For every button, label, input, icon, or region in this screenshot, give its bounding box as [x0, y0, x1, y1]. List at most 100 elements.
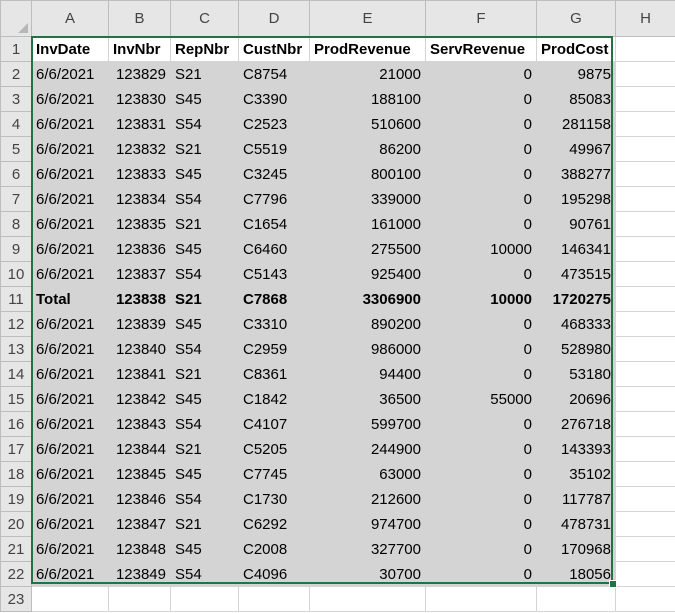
column-label-cell[interactable]: RepNbr	[170, 36, 239, 62]
table-cell[interactable]: 478731	[536, 511, 616, 537]
table-cell[interactable]: 6/6/2021	[31, 536, 109, 562]
table-cell[interactable]: S45	[170, 386, 239, 412]
table-cell[interactable]: Total	[31, 286, 109, 312]
row-header-8[interactable]: 8	[0, 211, 32, 237]
empty-cell[interactable]	[615, 386, 675, 412]
column-header-b[interactable]: B	[108, 0, 171, 37]
column-header-d[interactable]: D	[238, 0, 310, 37]
column-header-c[interactable]: C	[170, 0, 239, 37]
empty-cell[interactable]	[615, 211, 675, 237]
table-cell[interactable]: S45	[170, 311, 239, 337]
table-cell[interactable]: 123843	[108, 411, 171, 437]
column-label-cell[interactable]: InvNbr	[108, 36, 171, 62]
table-cell[interactable]: 0	[425, 261, 537, 287]
table-cell[interactable]: 143393	[536, 436, 616, 462]
empty-cell[interactable]	[615, 436, 675, 462]
table-cell[interactable]: 49967	[536, 136, 616, 162]
table-cell[interactable]: 123838	[108, 286, 171, 312]
column-label-cell[interactable]: ServRevenue	[425, 36, 537, 62]
column-label-cell[interactable]: ProdRevenue	[309, 36, 426, 62]
table-cell[interactable]: 0	[425, 336, 537, 362]
empty-cell[interactable]	[536, 586, 616, 612]
table-cell[interactable]: 339000	[309, 186, 426, 212]
empty-cell[interactable]	[615, 461, 675, 487]
table-cell[interactable]: 6/6/2021	[31, 61, 109, 87]
empty-cell[interactable]	[425, 586, 537, 612]
table-cell[interactable]: 925400	[309, 261, 426, 287]
table-cell[interactable]: C2008	[238, 536, 310, 562]
empty-cell[interactable]	[615, 361, 675, 387]
table-cell[interactable]: 6/6/2021	[31, 411, 109, 437]
empty-cell[interactable]	[170, 586, 239, 612]
table-cell[interactable]: S21	[170, 136, 239, 162]
table-cell[interactable]: 35102	[536, 461, 616, 487]
row-header-4[interactable]: 4	[0, 111, 32, 137]
table-cell[interactable]: S21	[170, 286, 239, 312]
row-header-9[interactable]: 9	[0, 236, 32, 262]
table-cell[interactable]: 0	[425, 61, 537, 87]
empty-cell[interactable]	[31, 586, 109, 612]
table-cell[interactable]: 0	[425, 486, 537, 512]
column-header-f[interactable]: F	[425, 0, 537, 37]
empty-cell[interactable]	[615, 336, 675, 362]
row-header-20[interactable]: 20	[0, 511, 32, 537]
table-cell[interactable]: 123832	[108, 136, 171, 162]
table-cell[interactable]: 170968	[536, 536, 616, 562]
table-cell[interactable]: 21000	[309, 61, 426, 87]
row-header-12[interactable]: 12	[0, 311, 32, 337]
row-header-2[interactable]: 2	[0, 61, 32, 87]
table-cell[interactable]: 890200	[309, 311, 426, 337]
table-cell[interactable]: 986000	[309, 336, 426, 362]
table-cell[interactable]: C5519	[238, 136, 310, 162]
row-header-7[interactable]: 7	[0, 186, 32, 212]
empty-cell[interactable]	[615, 486, 675, 512]
row-header-3[interactable]: 3	[0, 86, 32, 112]
table-cell[interactable]: 123833	[108, 161, 171, 187]
empty-cell[interactable]	[615, 411, 675, 437]
table-cell[interactable]: 6/6/2021	[31, 236, 109, 262]
table-cell[interactable]: 123846	[108, 486, 171, 512]
table-cell[interactable]: 0	[425, 411, 537, 437]
empty-cell[interactable]	[238, 586, 310, 612]
table-cell[interactable]: 86200	[309, 136, 426, 162]
select-all-corner[interactable]	[0, 0, 32, 37]
table-cell[interactable]: 6/6/2021	[31, 261, 109, 287]
table-cell[interactable]: 244900	[309, 436, 426, 462]
column-header-g[interactable]: G	[536, 0, 616, 37]
row-header-13[interactable]: 13	[0, 336, 32, 362]
table-cell[interactable]: 123837	[108, 261, 171, 287]
table-cell[interactable]: C3245	[238, 161, 310, 187]
table-cell[interactable]: 276718	[536, 411, 616, 437]
table-cell[interactable]: S21	[170, 211, 239, 237]
table-cell[interactable]: 6/6/2021	[31, 136, 109, 162]
table-cell[interactable]: 0	[425, 111, 537, 137]
empty-cell[interactable]	[615, 36, 675, 62]
row-header-5[interactable]: 5	[0, 136, 32, 162]
table-cell[interactable]: 123845	[108, 461, 171, 487]
row-header-15[interactable]: 15	[0, 386, 32, 412]
table-cell[interactable]: 388277	[536, 161, 616, 187]
row-header-1[interactable]: 1	[0, 36, 32, 62]
table-cell[interactable]: S21	[170, 511, 239, 537]
empty-cell[interactable]	[615, 86, 675, 112]
empty-cell[interactable]	[615, 286, 675, 312]
table-cell[interactable]: 6/6/2021	[31, 511, 109, 537]
table-cell[interactable]: 123839	[108, 311, 171, 337]
empty-cell[interactable]	[615, 511, 675, 537]
table-cell[interactable]: C4107	[238, 411, 310, 437]
table-cell[interactable]: 0	[425, 461, 537, 487]
empty-cell[interactable]	[309, 586, 426, 612]
table-cell[interactable]: S54	[170, 261, 239, 287]
row-header-19[interactable]: 19	[0, 486, 32, 512]
empty-cell[interactable]	[615, 186, 675, 212]
row-header-21[interactable]: 21	[0, 536, 32, 562]
table-cell[interactable]: 0	[425, 186, 537, 212]
table-cell[interactable]: 188100	[309, 86, 426, 112]
table-cell[interactable]: 528980	[536, 336, 616, 362]
table-cell[interactable]: 6/6/2021	[31, 86, 109, 112]
table-cell[interactable]: 94400	[309, 361, 426, 387]
table-cell[interactable]: C1730	[238, 486, 310, 512]
empty-cell[interactable]	[615, 236, 675, 262]
table-cell[interactable]: 327700	[309, 536, 426, 562]
